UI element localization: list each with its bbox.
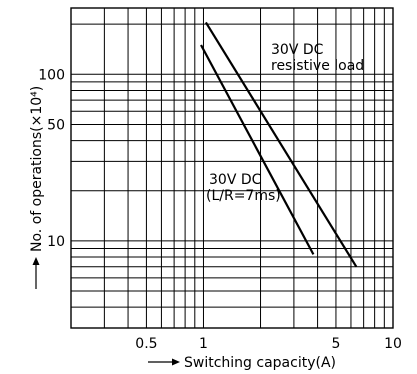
y-axis-arrow-icon xyxy=(32,257,40,265)
y-tick-label: 50 xyxy=(47,117,65,133)
x-axis-label: Switching capacity(A) xyxy=(184,355,336,371)
x-tick-label: 0.5 xyxy=(135,336,157,352)
x-axis-title: Switching capacity(A) xyxy=(148,355,336,371)
x-tick-label: 1 xyxy=(199,336,208,352)
series-label-inductive-line-1: 30V DC xyxy=(209,172,262,188)
series-label-resistive-line-1: 30V DC xyxy=(271,42,324,58)
series-line-resistive-load xyxy=(204,21,358,268)
series-label-resistive-line-2: resistive load xyxy=(271,58,364,74)
series-layer xyxy=(200,21,358,268)
y-tick-label: 10 xyxy=(47,234,65,250)
series-label-inductive-line-2: (L/R=7ms) xyxy=(206,188,281,204)
tick-label-layer: 0.5 1 5 10 10 50 100 xyxy=(38,67,402,352)
y-axis-title: No. of operations(×10⁴) xyxy=(29,86,45,289)
x-axis-arrow-icon xyxy=(172,358,180,366)
y-axis-label: No. of operations(×10⁴) xyxy=(29,86,45,252)
x-tick-label: 10 xyxy=(384,336,402,352)
series-line-inductive-load xyxy=(200,44,315,255)
y-tick-label: 100 xyxy=(38,67,65,83)
grid-layer xyxy=(71,8,393,328)
plot-frame xyxy=(70,7,394,329)
x-tick-label: 5 xyxy=(331,336,340,352)
